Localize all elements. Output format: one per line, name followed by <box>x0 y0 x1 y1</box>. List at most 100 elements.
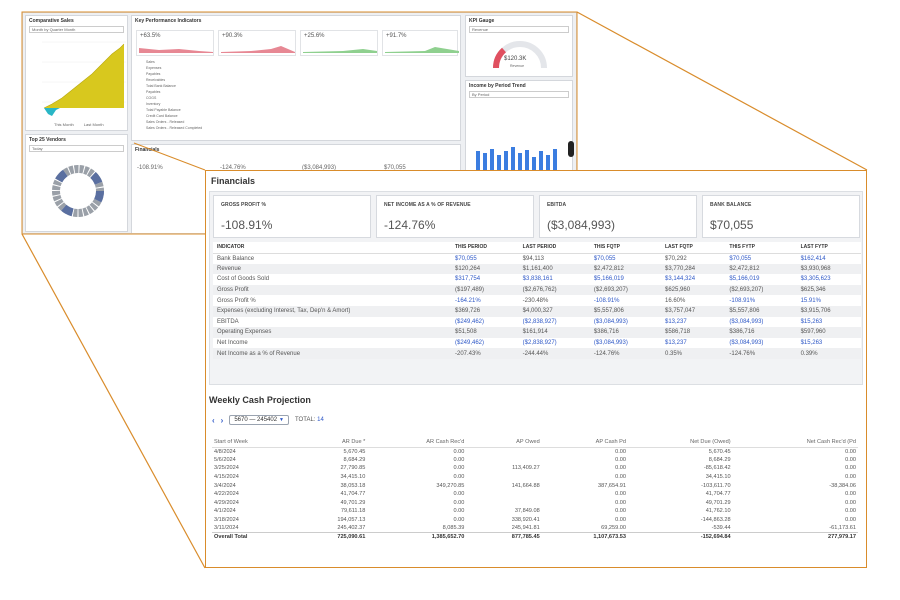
financials-cell[interactable]: ($249,462) <box>455 340 485 347</box>
financials-cell[interactable]: ($3,084,993) <box>593 340 628 347</box>
weekly-cash-projection: Weekly Cash Projection ‹ › 5670 — 245402… <box>209 395 863 565</box>
scroll-handle-icon[interactable] <box>568 141 574 157</box>
table-row: 4/22/2024 41,704.77 0.00 0.00 41,704.77 0.00 <box>212 490 858 499</box>
col-last-fytp: LAST FYTP <box>796 242 861 254</box>
financials-cell[interactable]: ($249,462) <box>455 318 485 325</box>
weekly-cell: 8,684.29 <box>708 456 731 463</box>
range-select[interactable]: 5670 — 245402 ▼ <box>229 415 289 425</box>
weekly-cell: 0.00 <box>453 499 465 506</box>
financials-cell[interactable]: $70,055 <box>593 255 616 262</box>
indicator-name: Cost of Goods Sold <box>217 276 270 283</box>
kpi-table: Sales Expenses Payables Receivables Tota… <box>138 60 456 132</box>
financials-cell[interactable]: $70,055 <box>729 255 752 262</box>
weekly-cell: 4/8/2024 <box>214 448 236 455</box>
financials-cell: $5,557,806 <box>725 305 797 317</box>
kpi-sparkline <box>139 48 213 53</box>
financials-cell[interactable]: $5,166,019 <box>729 276 760 283</box>
metric-label: NET INCOME AS A % OF REVENUE <box>384 202 471 208</box>
financials-cell[interactable]: ($3,084,993) <box>729 318 764 325</box>
financials-cell: ($2,693,207) <box>589 284 661 296</box>
weekly-cell: 3/18/2024 <box>214 517 239 524</box>
comparative-sales-chart <box>42 41 126 116</box>
financials-cell: $3,770,284 <box>661 263 726 275</box>
financials-cell[interactable]: -108.91% <box>729 297 756 304</box>
income-trend-select[interactable]: By Period <box>469 91 569 98</box>
indicator-name: Net Income <box>217 340 248 347</box>
financials-cell[interactable]: $13,237 <box>665 340 687 347</box>
chevron-left-icon[interactable]: ‹ <box>212 415 215 425</box>
financials-cell[interactable]: ($3,084,993) <box>729 340 764 347</box>
col-net-cash-recd[interactable]: Net Cash Rec'd (Pd <box>732 437 858 448</box>
kpi-gauge-select[interactable]: Revenue <box>469 26 569 33</box>
weekly-cell: 79,611.18 <box>340 508 366 515</box>
weekly-cell: 0.00 <box>615 456 627 463</box>
weekly-cell: 0.00 <box>845 448 856 455</box>
gauge-sub: Revenue <box>510 64 525 68</box>
weekly-cell: 338,920.41 <box>511 517 540 524</box>
col-net-due[interactable]: Net Due (Owed) <box>628 437 733 448</box>
comparative-sales-select[interactable]: Month by Quarter Month <box>29 26 124 33</box>
col-ap-owed[interactable]: AP Owed <box>466 437 542 448</box>
weekly-cell: 3/11/2024 <box>214 525 239 532</box>
weekly-cell: 0.00 <box>845 499 856 506</box>
weekly-cell: 0.00 <box>615 448 627 455</box>
weekly-cell: 877,785.45 <box>466 532 542 542</box>
financials-cell[interactable]: $317,754 <box>455 276 481 283</box>
weekly-cell: 245,941.81 <box>511 525 540 532</box>
metric-value: $70,055 <box>710 218 754 232</box>
weekly-cell: 38,053.18 <box>340 482 366 489</box>
financials-cell: $2,472,812 <box>725 263 797 275</box>
financials-cell[interactable]: ($3,084,993) <box>593 318 628 325</box>
weekly-cell: 27,790.85 <box>340 465 366 472</box>
financials-cell: ($197,489) <box>451 284 519 296</box>
financials-row: Gross Profit ($197,489) ($2,676,762) ($2,69… <box>213 284 861 296</box>
weekly-cell: 1,107,673.53 <box>541 532 629 542</box>
weekly-cell: 41,704.77 <box>340 491 366 498</box>
financials-cell[interactable]: $15,263 <box>800 340 823 347</box>
financials-cell[interactable]: $3,305,623 <box>800 276 831 283</box>
metric-card-bank-balance: BANK BALANCE $70,055 <box>702 195 860 238</box>
financials-cell[interactable]: $70,055 <box>455 255 477 262</box>
weekly-cell: 3/4/2024 <box>214 482 236 489</box>
comparative-sales-title: Comparative Sales <box>29 18 74 24</box>
financials-cell: $1,161,400 <box>518 263 590 275</box>
financials-cell[interactable]: ($2,838,927) <box>522 318 557 325</box>
financials-cell[interactable]: $15,263 <box>800 318 823 325</box>
chevron-right-icon[interactable]: › <box>220 415 224 425</box>
financials-cell[interactable]: $162,414 <box>800 255 826 262</box>
kpi-sparkline <box>221 46 295 53</box>
financials-cell: $386,716 <box>589 327 661 338</box>
col-ap-cash-pd[interactable]: AP Cash Pd <box>541 437 629 448</box>
financials-cell[interactable]: $5,166,019 <box>593 276 624 283</box>
top-vendors-donut <box>52 165 104 217</box>
financials-cell[interactable]: $3,144,324 <box>665 276 696 283</box>
weekly-cell: 0.00 <box>453 491 465 498</box>
financials-cell[interactable]: -164.21% <box>455 297 481 304</box>
weekly-cell: 0.00 <box>453 474 465 481</box>
financials-cell[interactable]: $13,237 <box>665 318 687 325</box>
kpi-row: Sales Orders - Released Completed <box>146 126 203 130</box>
col-ar-cash-recd[interactable]: AR Cash Rec'd <box>367 437 467 448</box>
financials-cell: -230.48% <box>522 297 549 304</box>
kpi-panel: Key Performance Indicators +63.5% +90.3%… <box>131 15 461 141</box>
financials-cell[interactable]: 15.91% <box>800 297 821 304</box>
financials-cell[interactable]: -108.91% <box>593 297 620 304</box>
table-row: 3/25/2024 27,790.85 0.00 113,409.27 0.00 -85,… <box>212 464 858 473</box>
table-row: 5/6/2024 8,684.29 0.00 0.00 8,684.29 0.00 <box>212 456 858 465</box>
top-vendors-select[interactable]: Today <box>29 145 124 152</box>
weekly-cell: 0.00 <box>453 517 465 524</box>
financials-cell[interactable]: $3,838,161 <box>522 276 553 283</box>
weekly-cell: 41,762.10 <box>705 508 731 515</box>
financials-cell[interactable]: ($2,838,927) <box>522 340 557 347</box>
col-start-of-week[interactable]: Start of Week <box>212 437 292 448</box>
financials-row: Expenses (excluding Interest, Tax, Dep'n… <box>213 305 861 317</box>
weekly-cell: 8,684.29 <box>343 456 366 463</box>
metric-label: BANK BALANCE <box>710 202 752 208</box>
caret-down-icon: ▼ <box>279 417 284 423</box>
col-indicator: INDICATOR <box>213 242 451 254</box>
col-ar-due[interactable]: AR Due * <box>292 437 368 448</box>
financials-cell: $2,472,812 <box>589 263 661 275</box>
range-value: 5670 — 245402 <box>234 417 278 423</box>
weekly-cell <box>466 490 541 499</box>
weekly-cell: -38,384.06 <box>829 482 856 489</box>
